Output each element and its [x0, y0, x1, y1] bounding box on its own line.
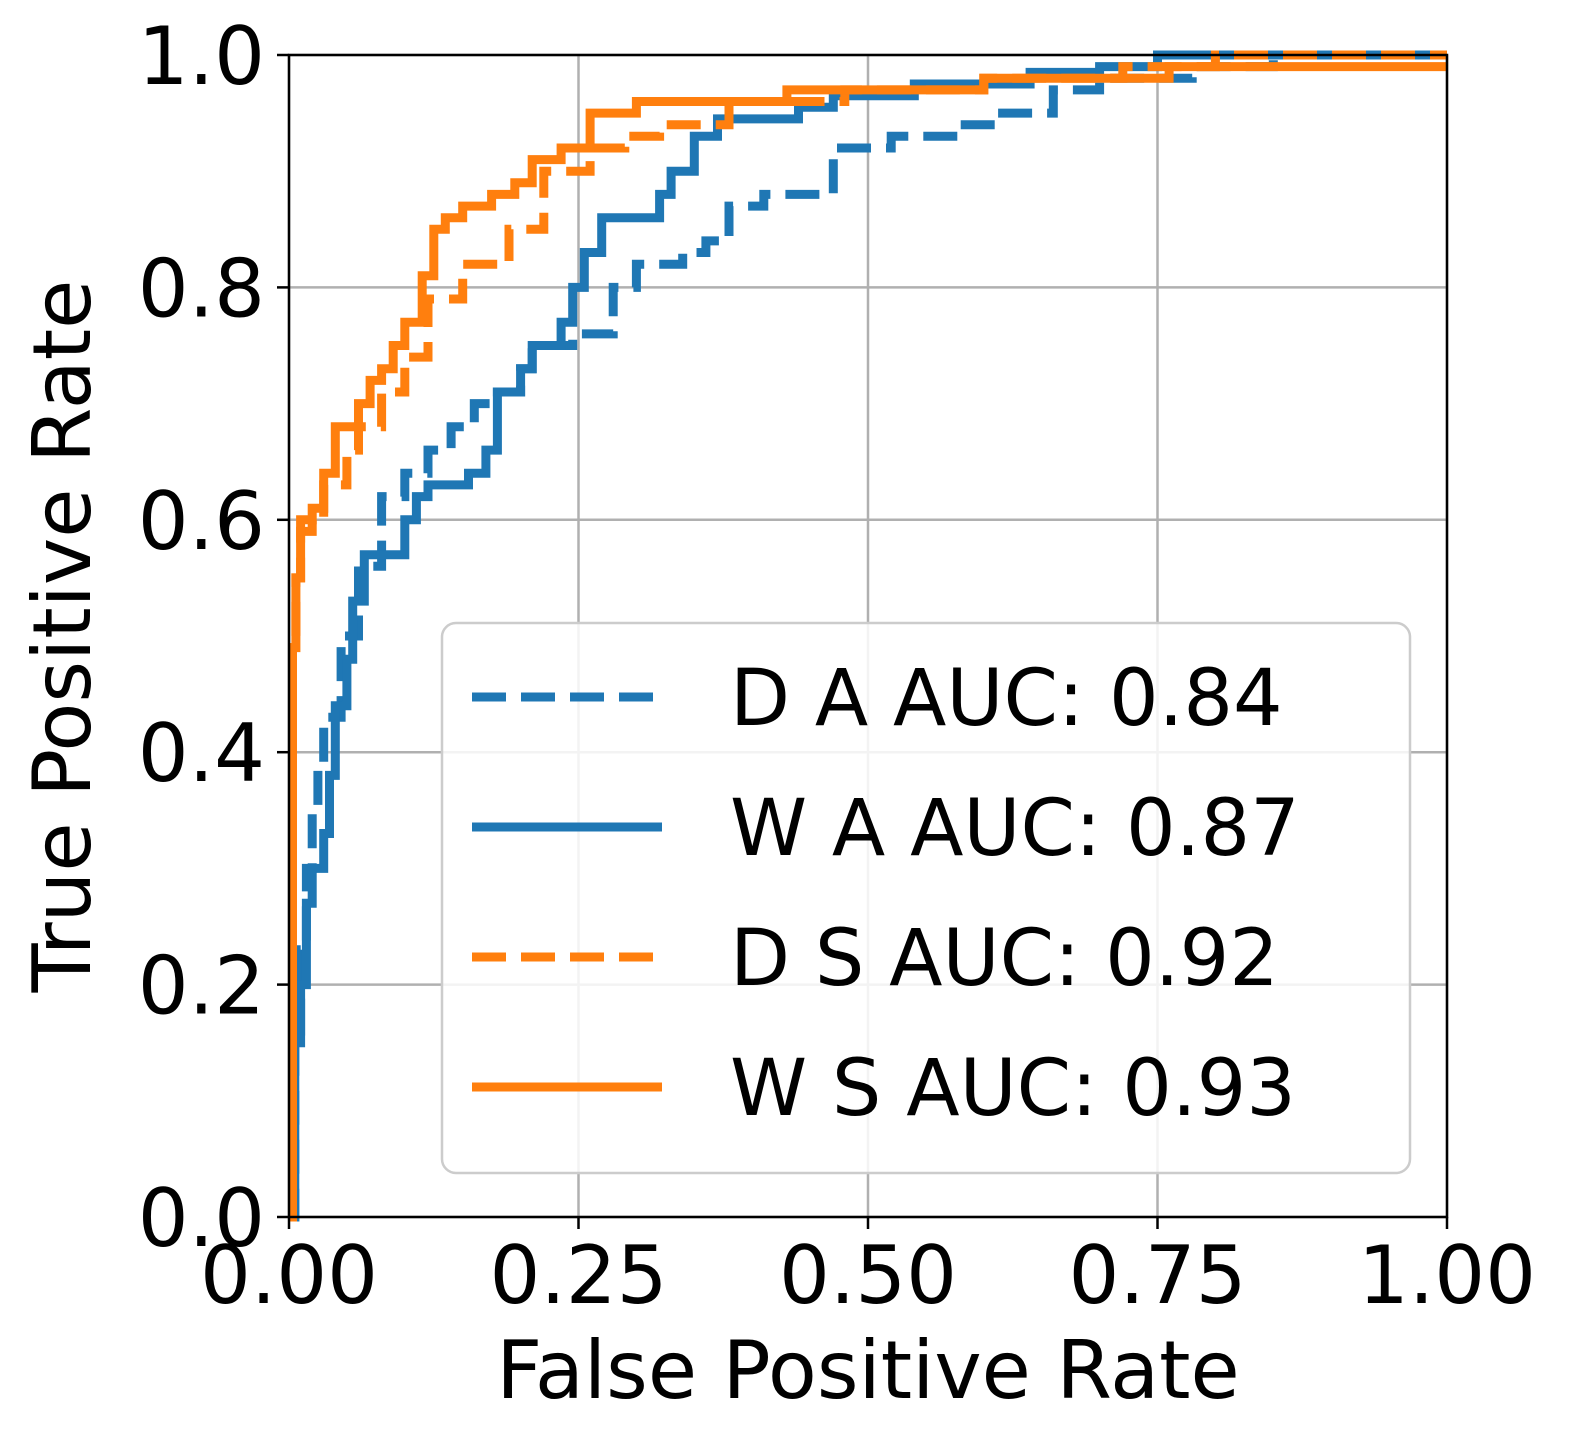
legend-label-2: D S AUC: 0.92: [730, 914, 1279, 1004]
x-tick-label-1: 0.25: [489, 1229, 667, 1322]
legend-label-0: D A AUC: 0.84: [730, 654, 1283, 744]
x-tick-label-0: 0.00: [200, 1229, 378, 1322]
ticks: 0.00 0.25 0.50 0.75 1.00 0.0 0.2 0.4 0.6 0.8 1.0: [138, 10, 1536, 1322]
legend-box: [440, 621, 1412, 1175]
y-axis-label: True Positive Rate: [16, 280, 109, 994]
y-tick-label-3: 0.6: [138, 475, 265, 568]
y-tick-label-5: 1.0: [138, 10, 265, 103]
series-line-1: [289, 50, 1447, 1222]
series-line-3: [288, 62, 1447, 1222]
series-line-0: [289, 50, 1447, 1222]
x-tick-label-2: 0.50: [779, 1229, 957, 1322]
x-tick-label-3: 0.75: [1068, 1229, 1246, 1322]
x-tick-label-4: 1.00: [1358, 1229, 1536, 1322]
x-axis-label: False Positive Rate: [496, 1324, 1240, 1417]
y-tick-label-1: 0.2: [138, 940, 265, 1033]
legend-label-1: W A AUC: 0.87: [730, 784, 1300, 874]
legend: D A AUC: 0.84 W A AUC: 0.87 D S AUC: 0.92 W…: [440, 621, 1412, 1175]
y-tick-label-2: 0.4: [138, 707, 265, 800]
series-layer: [288, 50, 1447, 1222]
y-tick-label-4: 0.8: [138, 242, 265, 335]
legend-label-3: W S AUC: 0.93: [730, 1044, 1296, 1134]
y-tick-label-0: 0.0: [138, 1172, 265, 1265]
